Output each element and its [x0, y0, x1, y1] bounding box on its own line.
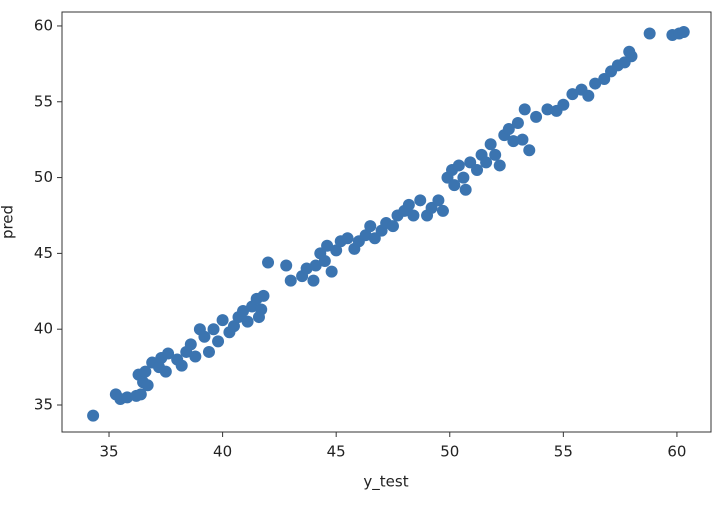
x-axis-label: y_test — [363, 473, 408, 492]
point — [402, 198, 415, 211]
point — [459, 183, 472, 196]
point — [566, 88, 579, 101]
point — [457, 171, 470, 184]
point — [623, 45, 636, 58]
point — [541, 103, 554, 116]
point — [227, 320, 240, 333]
point — [262, 256, 275, 269]
point — [484, 138, 497, 151]
y-tick-label: 50 — [34, 168, 53, 186]
point — [134, 388, 147, 401]
point — [518, 103, 531, 116]
point — [321, 239, 334, 252]
point — [414, 194, 427, 207]
point — [252, 311, 265, 324]
point — [307, 274, 320, 287]
point — [330, 244, 343, 257]
point — [212, 335, 225, 348]
point — [511, 116, 524, 129]
point — [175, 359, 188, 372]
point — [280, 259, 293, 272]
point — [364, 220, 377, 233]
point — [530, 110, 543, 123]
point — [516, 133, 529, 146]
x-tick-label: 35 — [99, 443, 118, 461]
point — [121, 391, 134, 404]
point — [207, 323, 220, 336]
y-axis-label: pred — [0, 205, 17, 239]
point — [198, 330, 211, 343]
point — [359, 229, 372, 242]
point — [257, 289, 270, 302]
point — [582, 89, 595, 102]
point — [432, 194, 445, 207]
point — [309, 259, 322, 272]
x-tick-label: 55 — [554, 443, 573, 461]
point — [141, 379, 154, 392]
point — [162, 347, 175, 360]
point — [407, 209, 420, 222]
point — [448, 179, 461, 192]
x-tick-label: 50 — [440, 443, 459, 461]
x-tick-label: 60 — [667, 443, 686, 461]
point — [677, 26, 690, 39]
point — [523, 144, 536, 157]
point — [159, 365, 172, 378]
point — [489, 148, 502, 161]
point — [139, 365, 152, 378]
point — [202, 345, 215, 358]
point — [589, 77, 602, 90]
y-tick-label: 55 — [34, 92, 53, 110]
point — [216, 314, 229, 327]
point — [471, 163, 484, 176]
point — [189, 350, 202, 363]
point — [300, 262, 313, 275]
point — [284, 274, 297, 287]
point — [493, 159, 506, 172]
point — [643, 27, 656, 40]
point — [325, 265, 338, 278]
point — [341, 232, 354, 245]
point — [502, 123, 515, 136]
point — [237, 305, 250, 318]
point — [184, 338, 197, 351]
point — [507, 135, 520, 148]
y-tick-label: 60 — [34, 16, 53, 34]
plot-frame — [61, 11, 712, 433]
x-tick-label: 40 — [213, 443, 232, 461]
y-tick-label: 40 — [34, 320, 53, 338]
y-tick-label: 35 — [34, 396, 53, 414]
point — [241, 315, 254, 328]
point — [386, 220, 399, 233]
y-tick-label: 45 — [34, 244, 53, 262]
x-tick-label: 45 — [327, 443, 346, 461]
point — [87, 409, 100, 422]
point — [436, 204, 449, 217]
point — [318, 254, 331, 267]
point — [452, 159, 465, 172]
point — [480, 156, 493, 169]
point — [557, 98, 570, 111]
